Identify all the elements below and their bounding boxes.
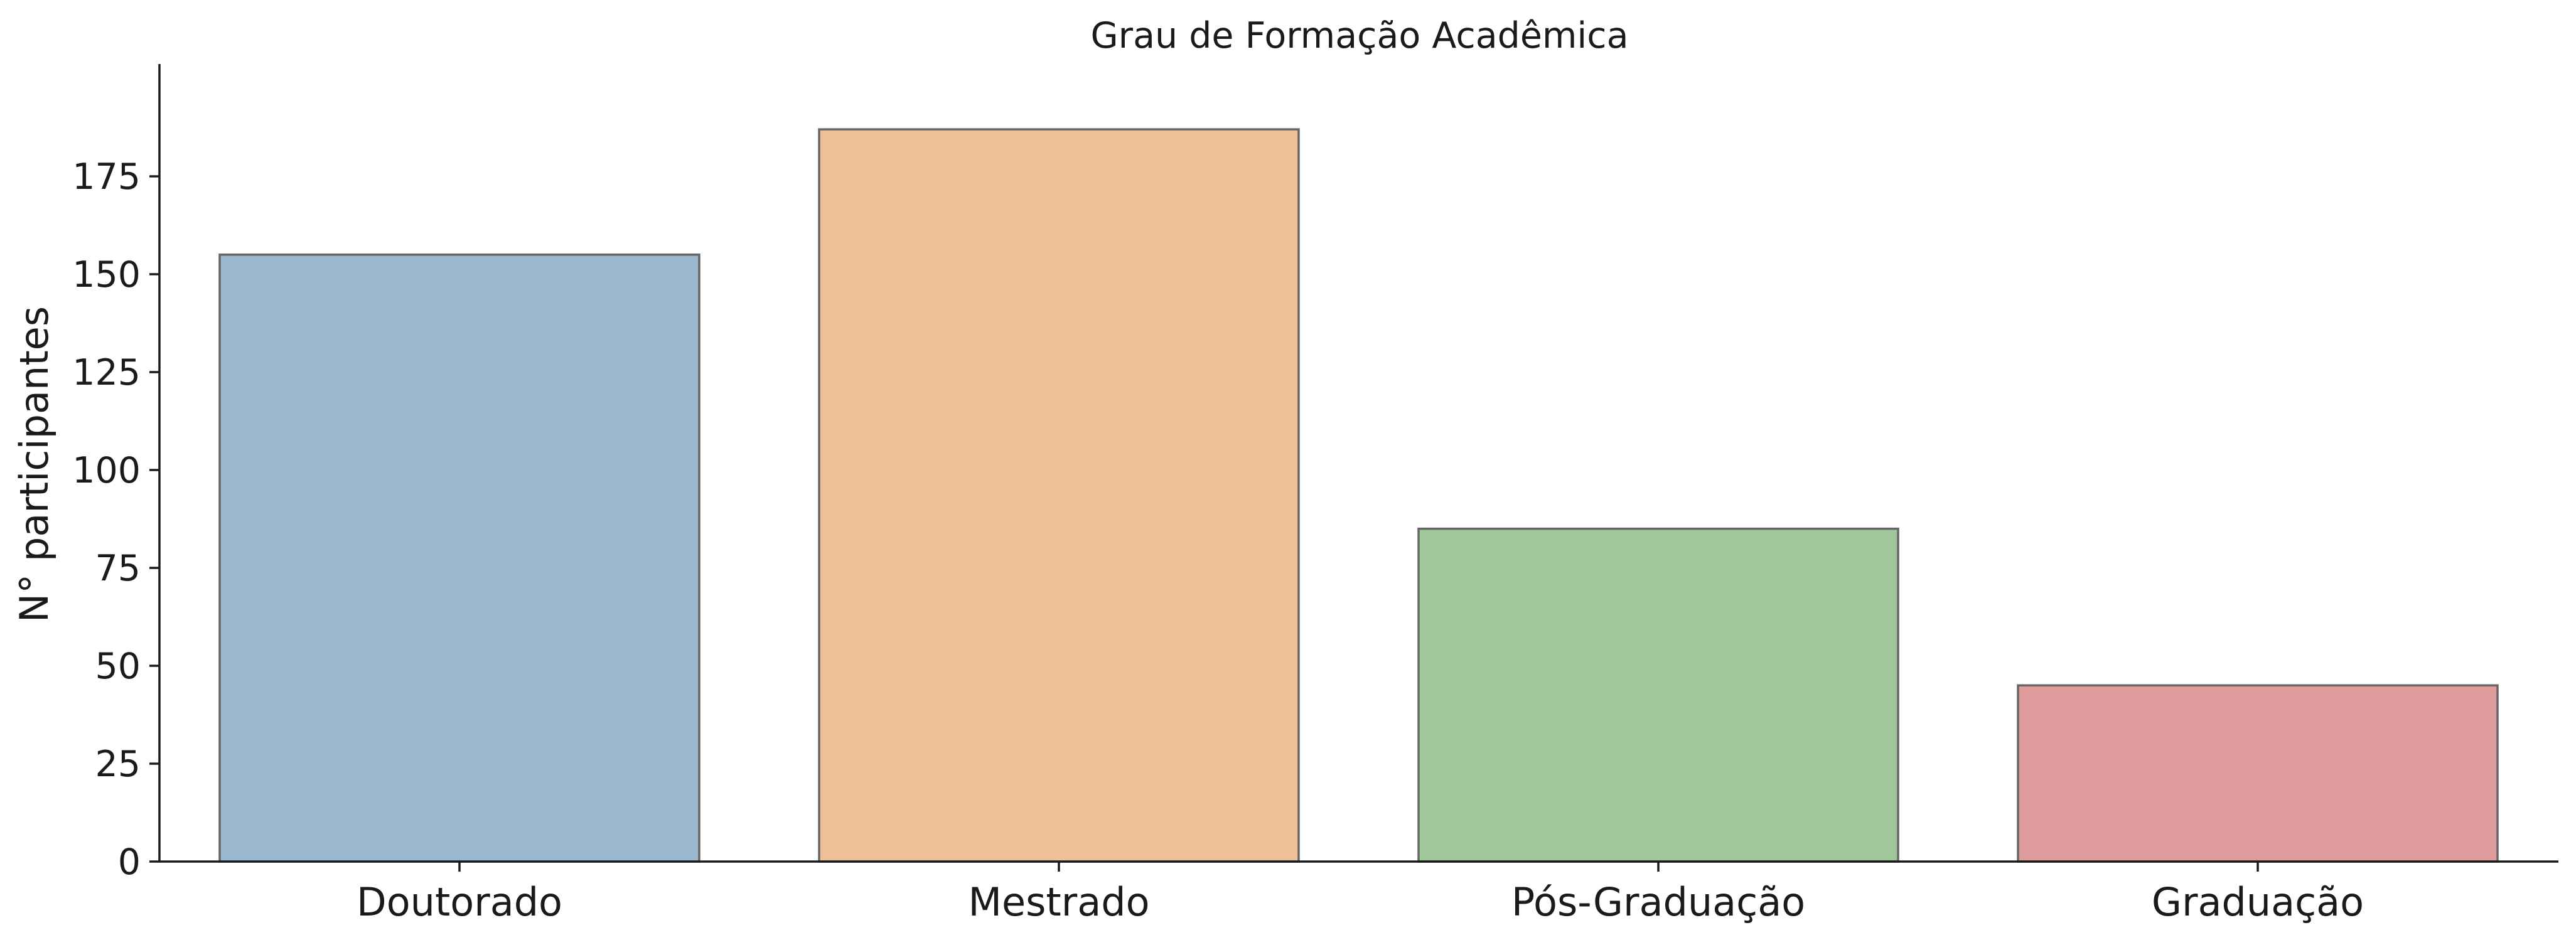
bars bbox=[218, 128, 2499, 863]
x-tick-label-4: Graduação bbox=[2152, 879, 2364, 925]
y-tick-label-175: 175 bbox=[72, 156, 141, 198]
x-tick-label-1: Doutorado bbox=[357, 879, 562, 925]
y-axis-ticks: 0 25 50 75 100 125 150 175 bbox=[72, 156, 159, 883]
y-tick-label-25: 25 bbox=[95, 744, 141, 785]
y-tick-label-150: 150 bbox=[72, 254, 141, 296]
chart-title: Grau de Formação Acadêmica bbox=[1090, 15, 1628, 56]
bar-3 bbox=[1417, 527, 1899, 863]
y-tick-label-0: 0 bbox=[118, 841, 141, 883]
bar-2 bbox=[818, 128, 1300, 863]
y-axis-label: N° participantes bbox=[11, 306, 57, 622]
y-tick-label-100: 100 bbox=[72, 450, 141, 491]
x-tick-label-3: Pós-Graduação bbox=[1511, 879, 1805, 925]
x-axis-ticks: Doutorado Mestrado Pós-Graduação Graduação bbox=[357, 862, 2364, 925]
x-tick-label-2: Mestrado bbox=[968, 879, 1149, 925]
y-tick-label-125: 125 bbox=[72, 352, 141, 393]
y-tick-label-50: 50 bbox=[95, 646, 141, 687]
y-tick-label-75: 75 bbox=[95, 548, 141, 589]
bar-4 bbox=[2017, 684, 2499, 863]
bar-1 bbox=[218, 254, 700, 863]
